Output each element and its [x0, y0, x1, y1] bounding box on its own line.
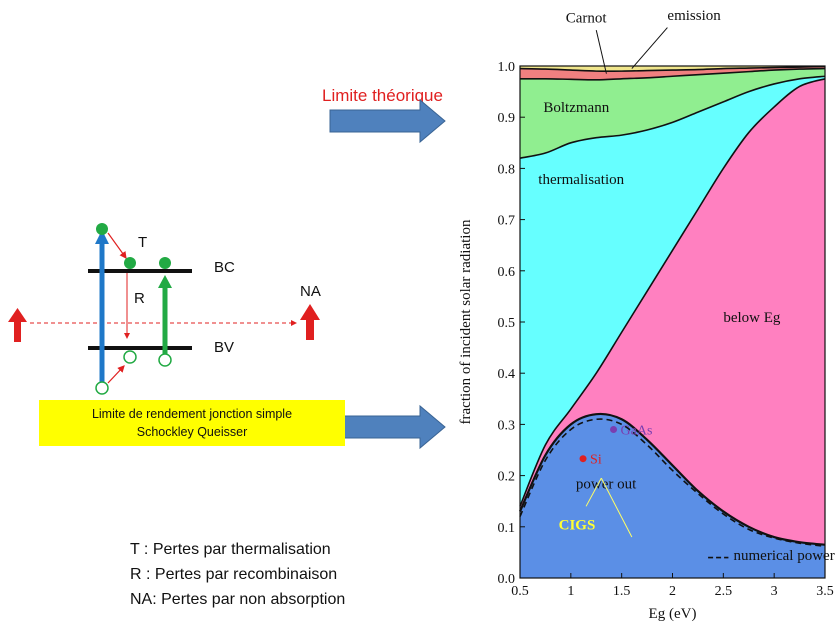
sq-chart: 0.5 1 1.5 2 2.5 3 3.5 0.0 0.1 0.2 0.3 0.4 0.5 0.6 0.7 0…	[458, 8, 836, 622]
y-tick-label: 0.8	[498, 162, 516, 177]
y-tick-label: 0.2	[498, 470, 516, 485]
point-gaas	[610, 426, 618, 434]
label-BC: BC	[214, 259, 235, 276]
x-tick-label: 2.5	[715, 584, 733, 599]
y-tick-label: 0.0	[498, 572, 516, 587]
legend-recombinaison: R : Pertes par recombinaison	[130, 566, 338, 583]
point-si	[579, 455, 587, 463]
point-label-gaas: GaAs	[621, 424, 653, 439]
thermalisation-arrow	[107, 232, 127, 259]
y-tick-label: 0.9	[498, 111, 516, 126]
region-label-power-out: power out	[576, 476, 637, 492]
label-BV: BV	[214, 339, 235, 356]
curve-carnot	[519, 65, 826, 73]
limite-theorique-label: Limite théorique	[322, 86, 443, 105]
y-tick-label: 0.1	[498, 521, 516, 536]
y-tick-label: 0.6	[498, 265, 516, 280]
area-thermalisation	[520, 76, 825, 507]
label-NA: NA	[300, 283, 321, 300]
photon-up-arrow-right	[300, 304, 320, 340]
electron-2	[159, 257, 171, 269]
region-label-thermalisation: thermalisation	[538, 172, 624, 188]
hole-relax-arrow	[107, 365, 125, 384]
carnot-leader	[595, 30, 607, 74]
x-tick-label: 2	[669, 584, 676, 599]
arrow-to-theoretical-limit	[329, 98, 446, 144]
band-diagram	[8, 98, 446, 450]
region-label-boltzmann: Boltzmann	[543, 100, 609, 116]
curve-below-eg	[519, 78, 826, 507]
label-R: R	[134, 290, 145, 307]
photon-up-arrow-left	[8, 308, 27, 342]
emission-leader	[631, 27, 668, 69]
area-power-out	[520, 413, 825, 578]
label-T: T	[138, 234, 148, 251]
cigs-label: CIGS	[559, 517, 596, 533]
arrow-to-sq-limit	[339, 404, 446, 450]
cigs-leader-2	[600, 477, 633, 538]
legend-thermalisation: T : Pertes par thermalisation	[130, 541, 331, 558]
sq-limit-box: Limite de rendement jonction simple Scho…	[39, 400, 345, 446]
x-axis-label: Eg (eV)	[649, 606, 697, 622]
y-axis-label: fraction of incident solar radiation	[458, 219, 474, 424]
hot-hole	[95, 381, 109, 395]
sq-box-line2: Schockley Queisser	[136, 425, 248, 439]
hole-2	[158, 353, 172, 367]
area-below-eg	[520, 78, 825, 545]
region-label-carnot: Carnot	[566, 10, 608, 26]
y-tick-label: 0.3	[498, 418, 516, 433]
y-tick-label: 0.4	[498, 367, 516, 382]
curve-boltzmann	[519, 67, 826, 81]
x-tick-label: 3	[771, 584, 778, 599]
region-label-emission: emission	[667, 8, 721, 24]
hole-1	[123, 350, 137, 364]
x-tick-label: 0.5	[511, 584, 529, 599]
region-label-numerical-power-out: numerical power out	[734, 548, 836, 564]
x-tick-label: 3.5	[816, 584, 834, 599]
hot-electron	[96, 223, 108, 235]
cigs-leader-1	[585, 477, 602, 507]
curve-thermalisation	[519, 75, 826, 159]
sq-box-line1: Limite de rendement jonction simple	[91, 407, 293, 421]
point-label-si: Si	[590, 453, 602, 468]
region-label-below-eg: below Eg	[723, 310, 781, 326]
curve-power-out	[518, 412, 826, 546]
x-tick-label: 1.5	[613, 584, 631, 599]
electron-1	[124, 257, 136, 269]
y-tick-label: 0.7	[498, 214, 516, 229]
curve-numerical-power-out	[519, 418, 826, 548]
y-tick-label: 0.5	[498, 316, 516, 331]
legend-non-absorption: NA: Pertes par non absorption	[130, 591, 346, 608]
y-tick-label: 1.0	[498, 60, 516, 75]
area-carnot	[520, 66, 825, 80]
x-tick-label: 1	[567, 584, 574, 599]
